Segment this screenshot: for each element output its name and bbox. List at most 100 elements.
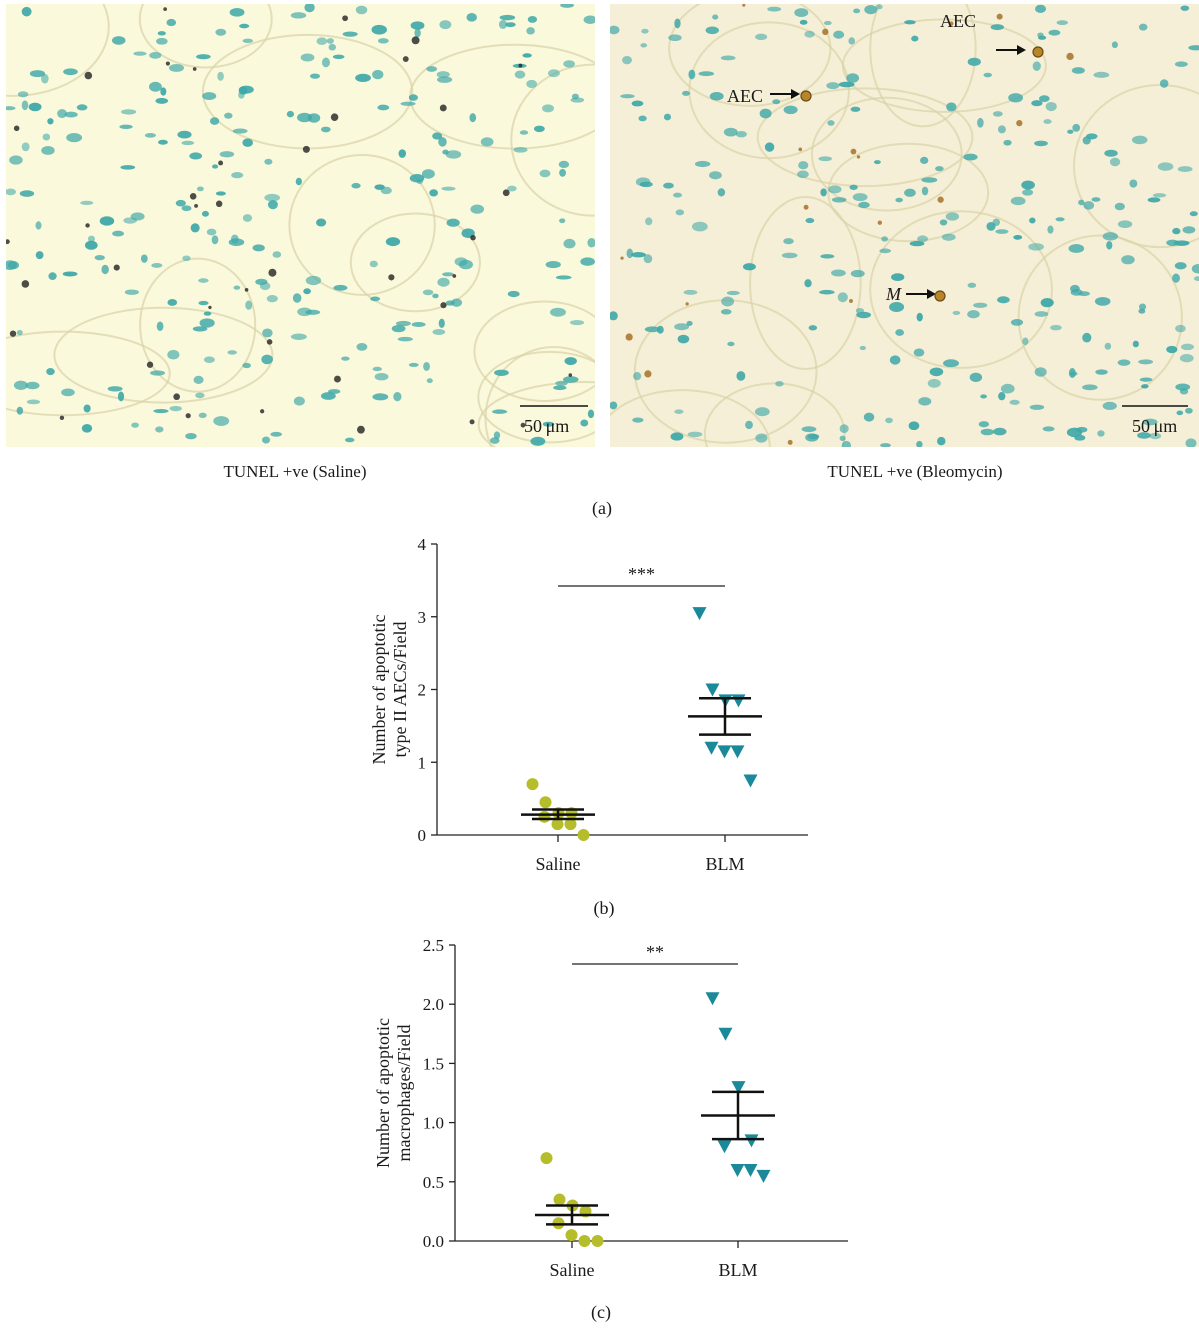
nucleus [211,235,219,245]
nucleus [158,139,168,145]
nucleus [1068,244,1085,253]
nucleus [610,311,618,321]
nucleus [421,169,435,179]
nucleus [875,4,883,10]
nucleus [880,443,891,447]
tunel-positive-cell [822,28,829,36]
nucleus [735,130,747,138]
nucleus [355,73,371,83]
nucleus [682,90,691,96]
data-point-blm [730,745,745,759]
nucleus [675,209,685,216]
nucleus [542,104,554,113]
nucleus [233,285,241,290]
data-point-blm [718,1027,733,1041]
tunel-positive-cell [877,220,882,225]
scatter-plot-aecs: 0 1 2 3 4 Number of apoptotictype II AECs/Fie… [369,535,808,874]
alveolar-wall [477,350,595,444]
nucleus [227,350,237,355]
tunel-positive-cell [218,160,224,166]
alveolar-wall [869,4,977,128]
nucleus [721,296,735,307]
nucleus [316,37,328,45]
nucleus [673,192,682,198]
nucleus [1097,430,1105,437]
nucleus [1072,123,1081,132]
data-point-saline [577,829,590,841]
nucleus [1131,135,1148,145]
tunel-positive-cell [685,302,689,306]
nucleus [411,322,426,327]
nucleus [819,289,835,295]
y-tick-label: 3 [418,608,427,627]
tunel-positive-cell [520,422,526,428]
annotation-macrophage: M [886,284,901,304]
nucleus [885,417,893,424]
caption-saline: TUNEL +ve (Saline) [223,462,367,481]
data-point-blm [705,992,720,1006]
nucleus [935,166,944,172]
nucleus [1043,119,1052,125]
nucleus [1034,140,1048,147]
nucleus [297,307,312,317]
nucleus [156,321,164,332]
nucleus [426,66,438,72]
nucleus [941,233,956,241]
nucleus [185,432,197,440]
nucleus [423,361,430,371]
nucleus [1147,197,1161,203]
nucleus [916,312,923,322]
nucleus [823,20,832,26]
nucleus [873,160,881,165]
data-point-saline [553,1193,566,1206]
nucleus [196,54,211,60]
nucleus [550,307,566,317]
nucleus [261,436,271,444]
nucleus [442,272,454,277]
nucleus [76,104,88,111]
nucleus [196,186,204,192]
tunel-positive-cell [625,333,633,341]
nucleus [904,20,916,25]
nucleus [849,184,858,190]
y-tick-label: 0.0 [423,1232,444,1251]
nucleus [1037,32,1044,38]
nucleus [864,5,878,15]
tissue-image-bleomycin [610,4,1199,447]
nucleus [1076,426,1088,433]
tunel-positive-cell [518,63,523,68]
nucleus [881,236,888,242]
tunel-positive-cell [84,71,93,80]
nucleus [908,421,920,431]
tunel-positive-cell [208,305,212,310]
nucleus [980,428,994,436]
nucleus [255,278,268,285]
nucleus [1138,23,1148,31]
nucleus [148,81,162,92]
annotation-aec-left: AEC [727,86,763,106]
tunel-positive-cell [189,193,197,200]
nucleus [764,142,775,152]
nucleus [1035,4,1047,13]
tunel-positive-cell [856,155,861,159]
nucleus [980,394,987,399]
nucleus [1121,255,1135,265]
nucleus [674,409,684,414]
nucleus [1102,401,1117,411]
nucleus [997,125,1006,134]
nucleus [640,43,648,48]
nucleus [986,221,996,231]
x-tick-label: Saline [550,1260,595,1280]
data-point-blm [692,607,707,621]
nucleus [1104,149,1118,157]
nucleus [983,72,992,78]
nucleus [1003,139,1012,146]
nucleus [643,254,653,264]
nucleus [630,252,647,258]
nucleus [7,261,19,270]
nucleus [290,12,307,19]
nucleus [562,376,579,383]
data-point-blm [717,745,732,759]
data-point-saline [538,810,551,823]
nucleus [805,217,815,224]
